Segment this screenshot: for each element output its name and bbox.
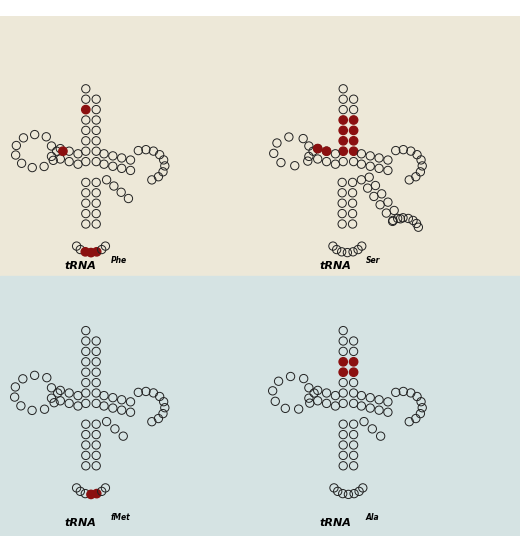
Circle shape (349, 116, 358, 124)
Circle shape (93, 490, 101, 498)
Circle shape (87, 248, 95, 257)
Circle shape (339, 137, 347, 145)
Circle shape (87, 490, 95, 498)
Circle shape (349, 368, 358, 376)
Circle shape (93, 248, 101, 256)
Circle shape (349, 137, 358, 145)
Circle shape (82, 105, 90, 114)
Circle shape (339, 126, 347, 135)
Circle shape (339, 116, 347, 124)
Text: Phe: Phe (111, 256, 127, 264)
Circle shape (349, 147, 358, 155)
Circle shape (339, 358, 347, 366)
Circle shape (59, 147, 67, 155)
Text: tRNA: tRNA (319, 261, 352, 271)
Circle shape (322, 147, 331, 155)
Text: Ala: Ala (366, 513, 379, 522)
Circle shape (339, 368, 347, 376)
Circle shape (349, 126, 358, 135)
Text: tRNA: tRNA (64, 518, 97, 528)
Text: fMet: fMet (111, 513, 131, 522)
Text: Ser: Ser (366, 256, 380, 264)
Text: tRNA: tRNA (319, 518, 352, 528)
Circle shape (314, 145, 322, 153)
Circle shape (339, 147, 347, 155)
Circle shape (81, 248, 89, 256)
Text: tRNA: tRNA (64, 261, 97, 271)
Bar (0, 16, 520, 276)
Circle shape (349, 358, 358, 366)
Bar (0, 276, 520, 536)
